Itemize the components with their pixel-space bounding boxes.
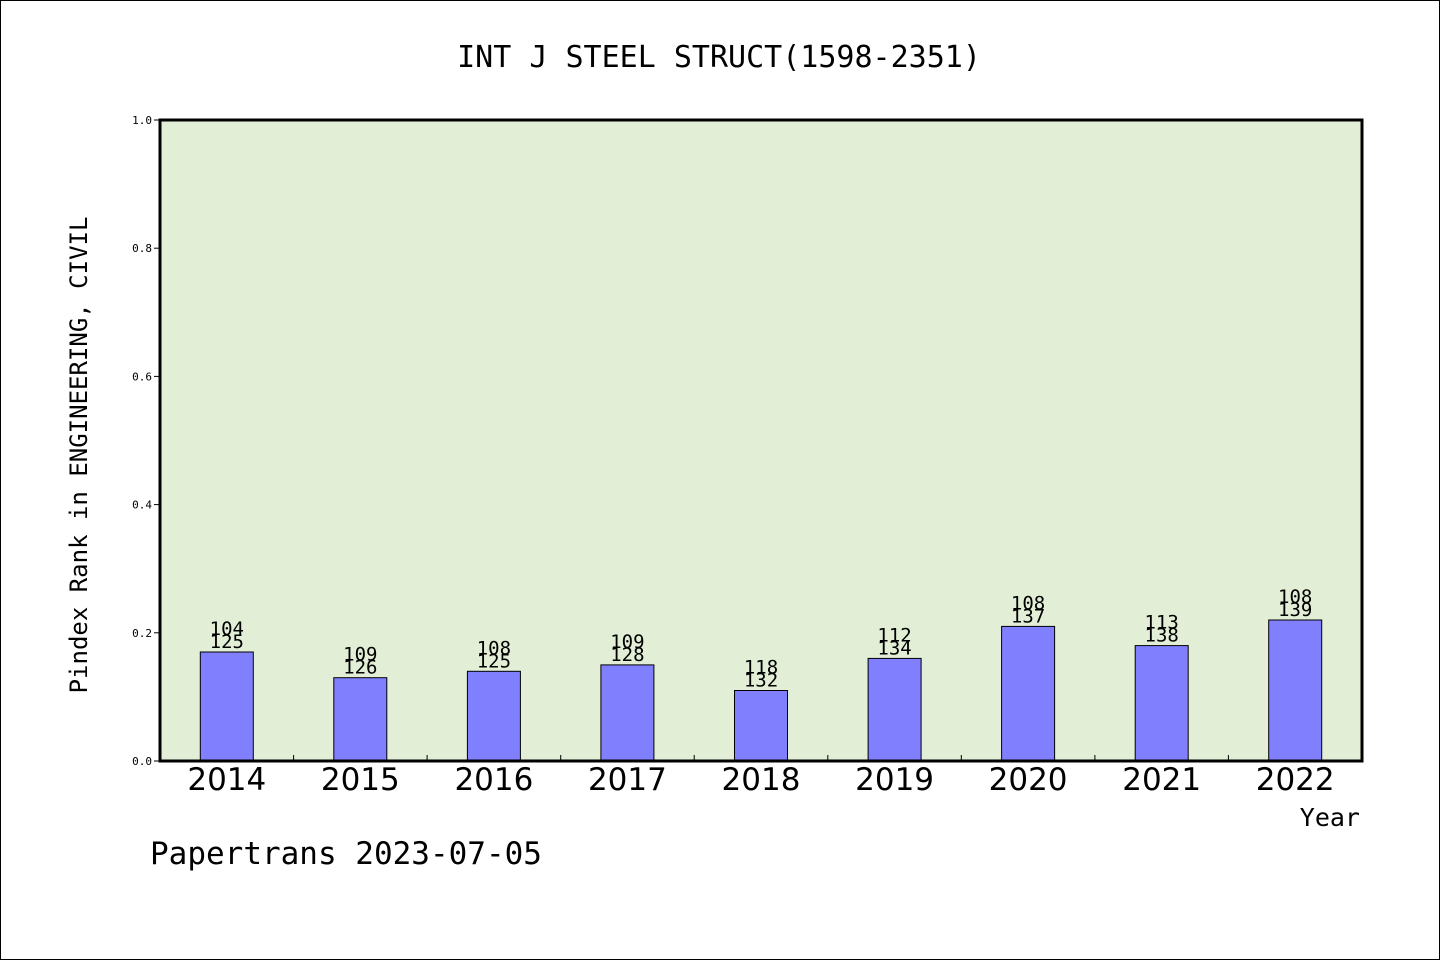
bar-total-label-2016: 125: [477, 650, 511, 672]
x-tick-label-2016: 2016: [454, 762, 533, 798]
x-axis: 2014 2015 2016 2017 2018 2019 2020 2021 2022: [187, 755, 1335, 798]
bar-rank-label-2019: 112: [877, 624, 911, 646]
bar-total-label-2014: 125: [210, 631, 244, 653]
x-axis-label: Year: [1300, 803, 1360, 832]
bar-2019: [867, 657, 922, 762]
bar-rank-label-2020: 108: [1011, 592, 1045, 614]
x-tick-label-2022: 2022: [1256, 762, 1335, 798]
y-tick-label-0.8: 0.8: [132, 242, 152, 255]
y-tick-label-0.4: 0.4: [132, 499, 152, 512]
bar-rank-label-2015: 109: [343, 644, 377, 666]
x-tick-label-2020: 2020: [989, 762, 1068, 798]
bar-2018: [734, 690, 788, 762]
bar-group: [199, 619, 1323, 762]
y-tick-label-0.2: 0.2: [132, 627, 152, 640]
bar-total-label-2020: 137: [1011, 605, 1045, 627]
bar-rank-label-2014: 104: [210, 618, 244, 640]
y-tick-label-0.6: 0.6: [132, 370, 152, 383]
y-tick-label-0.0: 0.0: [132, 755, 152, 768]
x-tick-label-2021: 2021: [1122, 762, 1201, 798]
bar-total-label-2019: 134: [877, 637, 911, 659]
bar-rank-label-2021: 113: [1145, 612, 1179, 634]
plot-border: [158, 118, 1364, 763]
y-axis-label: Pindex Rank in ENGINEERING, CIVIL: [65, 217, 93, 694]
bar-total-label-2022: 139: [1278, 599, 1312, 621]
bar-rank-label-2017: 109: [610, 631, 644, 653]
bar-total-label-2018: 132: [744, 670, 778, 692]
bar-2016: [466, 670, 521, 762]
bar-2021: [1134, 645, 1189, 762]
bar-rank-label-2022: 108: [1278, 586, 1312, 608]
bar-rank-label-2018: 118: [744, 657, 778, 679]
y-tick-label-1.0: 1.0: [132, 114, 152, 127]
bar-2017: [600, 664, 655, 762]
bar-label-group: 1041251091261081251091281181321121341081…: [210, 586, 1313, 692]
x-tick-label-2015: 2015: [321, 762, 400, 798]
bar-total-label-2021: 138: [1145, 625, 1179, 647]
bar-2020: [1001, 625, 1056, 762]
footer-credit: Papertrans 2023-07-05: [150, 836, 542, 872]
bar-total-label-2017: 128: [610, 644, 644, 666]
bar-2022: [1268, 619, 1323, 762]
y-axis: 0.0 0.2 0.4 0.6 0.8 1.0: [132, 114, 160, 768]
x-tick-label-2017: 2017: [588, 762, 667, 798]
bar-total-label-2015: 126: [343, 657, 377, 679]
chart-title: INT J STEEL STRUCT(1598-2351): [457, 40, 981, 75]
x-tick-label-2018: 2018: [722, 762, 801, 798]
bar-2015: [333, 677, 388, 762]
bar-rank-label-2016: 108: [477, 637, 511, 659]
bar-2014: [199, 651, 254, 762]
x-tick-label-2014: 2014: [187, 762, 266, 798]
x-tick-label-2019: 2019: [855, 762, 934, 798]
